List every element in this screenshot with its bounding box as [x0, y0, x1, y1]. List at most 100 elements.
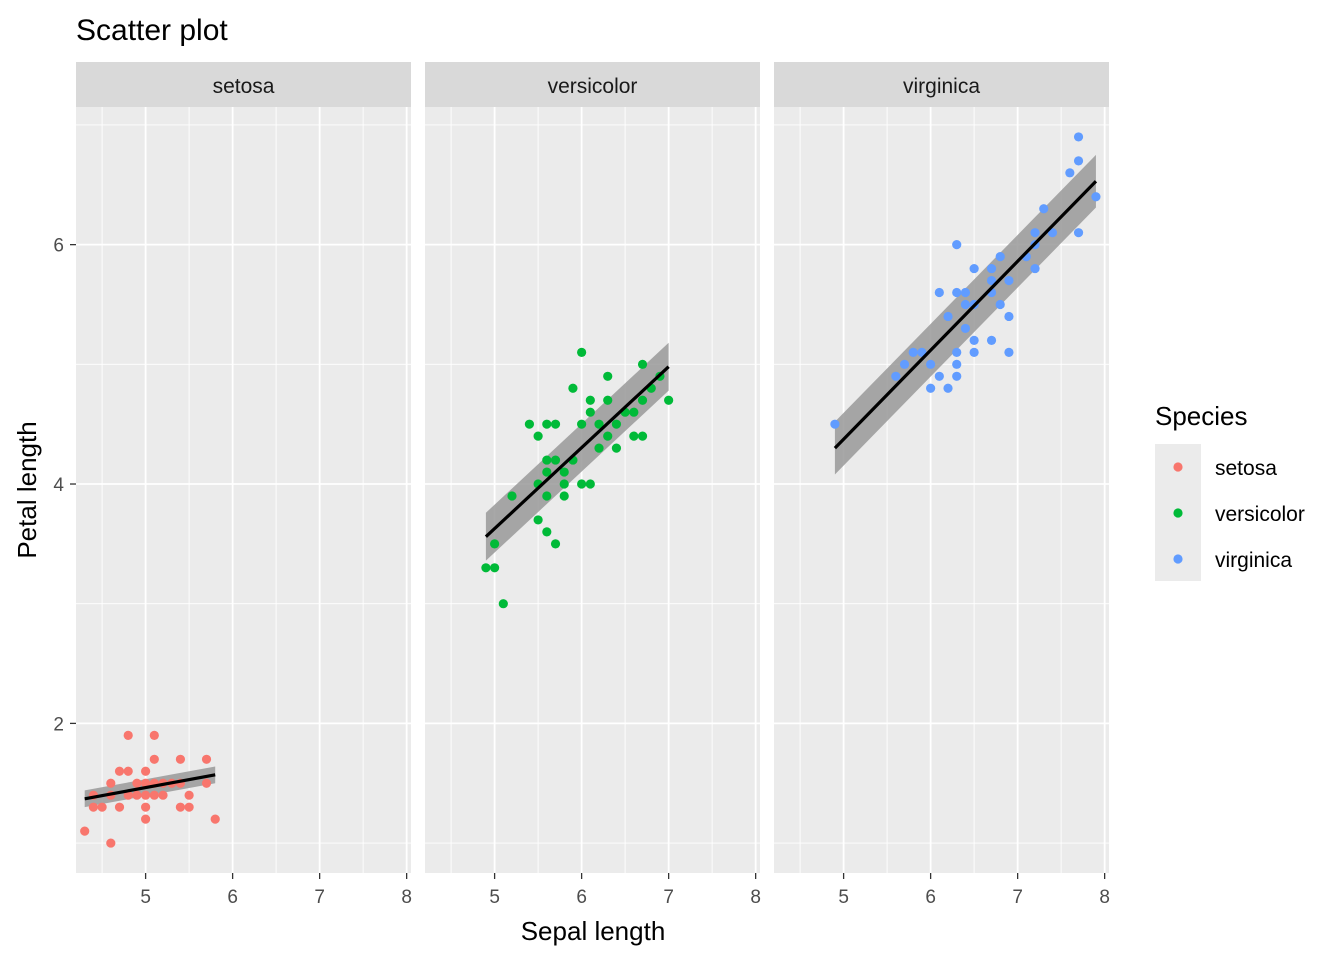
- legend-key-setosa: [1173, 462, 1183, 472]
- facet-panels: setosa 5 6 7 8 versicolor 5 6 7 8 virginica 5 6 7 8: [76, 62, 1110, 908]
- data-point: [585, 395, 595, 405]
- data-point: [88, 802, 99, 812]
- data-point: [899, 359, 910, 369]
- data-point: [542, 467, 552, 477]
- data-point: [141, 814, 151, 824]
- data-point: [550, 539, 561, 549]
- data-point: [594, 419, 604, 429]
- x-tick-label: 8: [1099, 887, 1110, 908]
- data-point: [533, 515, 543, 525]
- x-axis-title: Sepal length: [521, 916, 666, 946]
- data-point: [184, 790, 194, 800]
- data-point: [184, 802, 194, 812]
- data-point: [481, 563, 491, 573]
- facet-panel-virginica: virginica 5 6 7 8: [774, 62, 1110, 908]
- data-point: [201, 754, 212, 764]
- data-point: [550, 419, 561, 429]
- x-tick-label: 6: [925, 887, 936, 908]
- x-tick-label: 8: [750, 887, 761, 908]
- data-point: [490, 539, 500, 549]
- data-point: [611, 443, 622, 453]
- facet-strip: [425, 62, 760, 107]
- x-tick-label: 6: [576, 887, 587, 908]
- data-point: [969, 263, 979, 274]
- data-point: [132, 778, 142, 788]
- data-point: [123, 730, 133, 740]
- legend-title: Species: [1155, 401, 1248, 431]
- data-point: [664, 395, 674, 405]
- regression-line: [833, 180, 1098, 450]
- data-point: [952, 347, 962, 357]
- data-point: [1030, 263, 1040, 274]
- data-point: [952, 359, 962, 369]
- data-point: [611, 419, 622, 429]
- data-point: [141, 766, 151, 776]
- facet-strip: [76, 62, 411, 107]
- data-point: [1004, 275, 1014, 286]
- data-point: [995, 252, 1005, 262]
- y-axis-title: Petal length: [12, 421, 42, 558]
- data-point: [986, 335, 997, 345]
- legend: Species setosa versicolor virginica: [1155, 401, 1305, 581]
- data-point: [97, 802, 107, 812]
- data-point: [952, 240, 962, 250]
- x-tick-label: 7: [663, 887, 674, 908]
- x-tick-label: 5: [489, 887, 500, 908]
- facet-strip-label: setosa: [213, 75, 275, 98]
- x-tick-label: 5: [838, 887, 849, 908]
- facet-strip: [774, 62, 1109, 107]
- data-point: [986, 263, 997, 274]
- data-point: [106, 838, 116, 848]
- data-point: [1073, 156, 1084, 166]
- data-point: [629, 431, 639, 441]
- legend-label-versicolor: versicolor: [1215, 503, 1305, 526]
- data-point: [969, 335, 979, 345]
- x-tick-label: 5: [140, 887, 151, 908]
- data-point: [1004, 311, 1014, 322]
- legend-key-virginica: [1173, 554, 1183, 564]
- data-point: [524, 419, 535, 429]
- data-point: [123, 766, 133, 776]
- x-tick-label: 7: [314, 887, 325, 908]
- data-point: [123, 790, 133, 800]
- panel-background: [425, 107, 760, 873]
- y-tick-label: 6: [53, 236, 64, 257]
- chart-title: Scatter plot: [76, 14, 228, 47]
- data-point: [158, 790, 168, 800]
- data-point: [926, 359, 936, 369]
- data-point: [1073, 228, 1084, 238]
- data-point: [577, 419, 587, 429]
- data-point: [934, 287, 944, 298]
- data-point: [550, 455, 561, 465]
- data-point: [577, 347, 587, 357]
- facet-strip-label: virginica: [903, 75, 980, 98]
- data-point: [149, 730, 159, 740]
- data-point: [952, 371, 962, 381]
- data-point: [594, 443, 604, 453]
- data-point: [891, 371, 901, 381]
- data-point: [637, 395, 648, 405]
- data-point: [507, 491, 517, 501]
- data-point: [1065, 168, 1075, 178]
- data-point: [568, 383, 578, 393]
- y-tick-label: 2: [53, 714, 64, 735]
- data-point: [637, 359, 648, 369]
- y-axis: 2 4 6: [53, 236, 76, 735]
- data-point: [960, 299, 971, 310]
- data-point: [210, 814, 220, 824]
- data-point: [986, 275, 997, 286]
- data-point: [114, 766, 125, 776]
- data-point: [559, 479, 569, 489]
- data-point: [498, 599, 508, 609]
- data-point: [559, 467, 569, 477]
- facet-panel-versicolor: versicolor 5 6 7 8: [425, 62, 761, 908]
- data-point: [542, 491, 552, 501]
- data-point: [943, 311, 953, 322]
- data-point: [637, 431, 648, 441]
- data-point: [577, 479, 587, 489]
- data-point: [1030, 228, 1040, 238]
- data-point: [603, 371, 613, 381]
- data-point: [1004, 347, 1014, 357]
- regression-line: [84, 773, 216, 801]
